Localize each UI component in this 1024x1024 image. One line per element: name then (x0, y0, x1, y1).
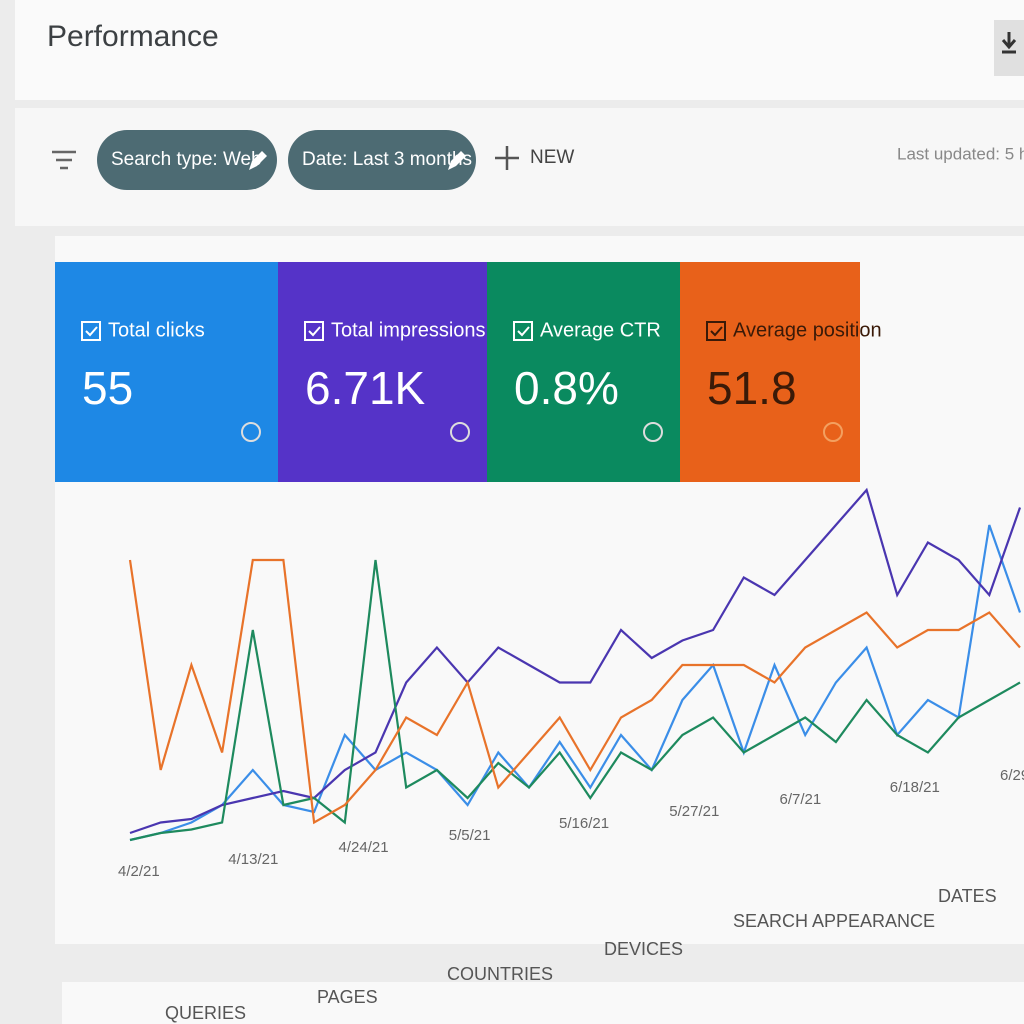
metric-line (129, 524, 1022, 842)
metric-label: Average CTR (540, 319, 661, 341)
tab[interactable]: DEVICES (604, 939, 683, 959)
header-bar (15, 0, 1024, 100)
metric-card[interactable] (487, 262, 680, 482)
help-icon (823, 422, 843, 442)
metric-label: Total impressions (331, 319, 486, 341)
tab[interactable]: SEARCH APPEARANCE (733, 911, 935, 931)
tab[interactable]: DATES (938, 886, 997, 906)
metric-line (129, 487, 1022, 835)
metric-label: Average position (733, 319, 882, 341)
checkbox (81, 321, 101, 341)
help-icon (241, 422, 261, 442)
new-button[interactable]: NEW (530, 147, 574, 168)
metric-value: 51.8 (707, 362, 797, 414)
filter-icon[interactable] (52, 150, 76, 170)
filter-chip[interactable] (97, 130, 277, 190)
checkbox (513, 321, 533, 341)
tab[interactable]: QUERIES (165, 1003, 246, 1023)
plus-icon[interactable] (495, 146, 519, 170)
x-axis-label: 4/2/21 (118, 863, 160, 880)
chip-label: Date: Last 3 months (302, 149, 472, 170)
x-axis-label: 5/5/21 (449, 827, 491, 844)
checkbox (706, 321, 726, 341)
checkmark (85, 326, 98, 337)
metric-label: Total clicks (108, 319, 205, 341)
metric-line (129, 559, 1021, 842)
metric-card[interactable] (680, 262, 860, 482)
x-axis-label: 4/24/21 (339, 839, 389, 856)
tab[interactable]: COUNTRIES (447, 964, 553, 984)
help-icon (643, 422, 663, 442)
checkmark (308, 326, 321, 337)
edit-icon (249, 151, 267, 170)
page-title: Performance (47, 20, 219, 53)
last-updated: Last updated: 5 hour (897, 144, 1024, 163)
chip-label: Search type: Web (111, 149, 262, 170)
checkmark (517, 326, 530, 337)
x-axis-label: 6/7/21 (780, 791, 822, 808)
metric-value: 55 (82, 362, 133, 414)
metric-card[interactable] (55, 262, 278, 482)
tab-bar (62, 982, 1024, 1024)
x-axis-label: 6/18/21 (890, 779, 940, 796)
x-axis-label: 5/27/21 (669, 803, 719, 820)
tab[interactable]: PAGES (317, 987, 378, 1007)
checkbox (304, 321, 324, 341)
x-axis-label: 4/13/21 (228, 851, 278, 868)
metric-card[interactable] (278, 262, 487, 482)
metric-value: 6.71K (305, 362, 426, 414)
x-axis-label: 6/29/21 (1000, 767, 1024, 784)
metric-line (128, 558, 1021, 825)
edit-icon (448, 151, 466, 170)
download-icon (1001, 32, 1017, 54)
help-icon (450, 422, 470, 442)
x-axis-label: 5/16/21 (559, 815, 609, 832)
filter-chip[interactable] (288, 130, 476, 190)
checkmark (710, 326, 723, 337)
metric-value: 0.8% (514, 362, 619, 414)
